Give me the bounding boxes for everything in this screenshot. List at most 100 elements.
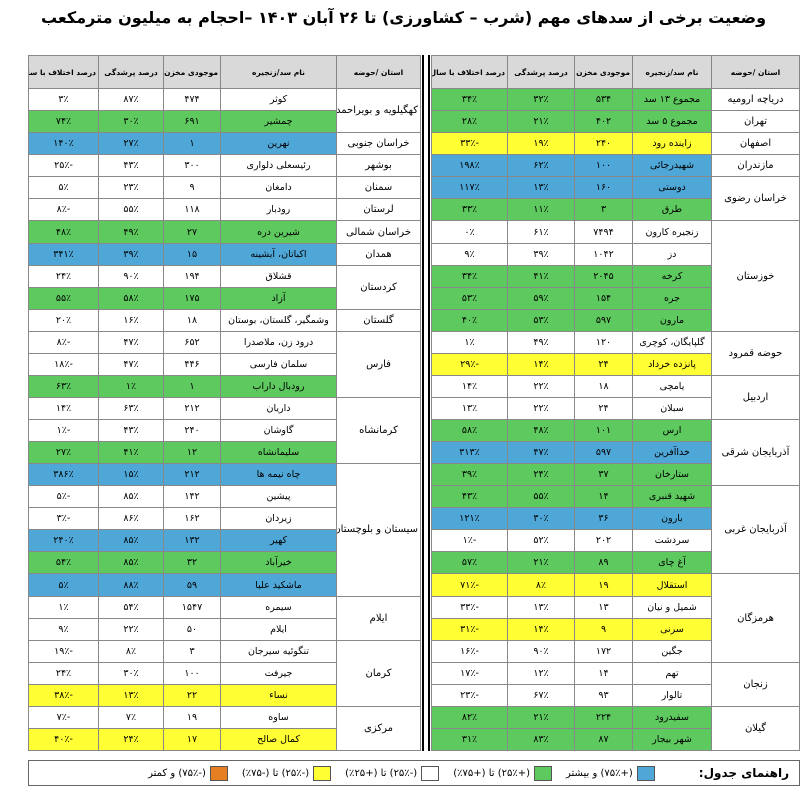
- province-cell: هرمزگان: [711, 573, 800, 663]
- dam-cell: نساء: [220, 683, 337, 707]
- dam-row: سلمان فارسی ۴۴۶ ۴۷٪ -۱۸٪: [28, 352, 421, 376]
- province-cell: سمنان: [336, 176, 421, 200]
- change-cell: ۴۳٪: [431, 485, 508, 509]
- province-cell: بوشهر: [336, 154, 421, 178]
- volume-cell: ۱۴: [574, 485, 633, 509]
- dam-row: گاوشان ۲۴۰ ۴۳٪ -۱٪: [28, 419, 421, 443]
- dam-row: فارس درود زن، ملاصدرا ۶۵۲ ۴۷٪ -۸٪: [28, 330, 421, 398]
- change-cell: -۲۹٪: [431, 352, 508, 376]
- change-cell: ۱۴٪: [28, 396, 99, 421]
- volume-cell: ۲۲: [163, 683, 221, 707]
- fill-cell: ۱۴٪: [507, 352, 575, 376]
- dam-row: سیستان و بلوچستان چاه نیمه ها ۲۱۲ ۱۵٪ ۳۸۶٪: [28, 463, 421, 597]
- volume-cell: ۱۰۰: [163, 661, 221, 685]
- fill-cell: ۳۹٪: [98, 242, 164, 266]
- change-cell: -۷۱٪: [431, 573, 508, 597]
- dam-cell: گاوشان: [220, 419, 337, 443]
- fill-cell: ۵۲٪: [507, 529, 575, 553]
- dam-row: رودبال داراب ۱ ۱٪ ۶۳٪: [28, 374, 421, 398]
- legend-item: (-۲۵٪) تا (+۲۵٪): [345, 765, 440, 781]
- dam-row: حوضه قمرود گلپایگان، کوچری ۱۲۰ ۴۹٪ ۱٪: [431, 330, 800, 376]
- dam-row: آغ چای ۸۹ ۲۱٪ ۵۷٪: [431, 551, 800, 575]
- dam-cell: تنگوئیه سیرجان: [220, 639, 337, 663]
- change-cell: ۱٪: [431, 330, 508, 354]
- column-header: استان /حوضه: [711, 54, 800, 90]
- change-cell: ۱٪: [28, 595, 99, 619]
- legend-swatch: [421, 765, 440, 781]
- volume-cell: ۳: [574, 198, 633, 222]
- dam-cell: زنجیره کارون: [632, 220, 712, 244]
- fill-cell: ۴۸٪: [507, 419, 575, 443]
- change-cell: ۵٪: [28, 176, 99, 200]
- dam-row: کرمانشاه داریان ۲۱۲ ۶۳٪ ۱۴٪: [28, 396, 421, 465]
- change-cell: ۳۱٪: [431, 727, 508, 752]
- volume-cell: ۱۵۴۷: [163, 595, 221, 619]
- volume-cell: ۹: [163, 176, 221, 200]
- volume-cell: ۱۳: [574, 595, 633, 619]
- dam-table: استان /حوضه نام سد/زنجیره موجودی مخزن درصد …: [28, 54, 421, 752]
- fill-cell: ۱۴٪: [507, 617, 575, 641]
- dam-row: آذربایجان غربی شهید قنبری ۱۴ ۵۵٪ ۴۳٪: [431, 485, 800, 575]
- province-cell: لرستان: [336, 198, 421, 222]
- volume-cell: ۱: [163, 374, 221, 398]
- dam-cell: جیرفت: [220, 661, 337, 685]
- dam-row: بوشهر رئیسعلی دلواری ۳۰۰ ۴۳٪ -۲۵٪: [28, 154, 421, 178]
- fill-cell: ۸۶٪: [98, 507, 164, 531]
- change-cell: -۴۰٪: [28, 727, 99, 752]
- province-cell: کرمانشاه: [336, 396, 421, 465]
- province-cell: اردبیل: [711, 374, 800, 421]
- change-cell: ۸۲٪: [431, 705, 508, 729]
- dam-cell: سلیمانشاه: [220, 441, 337, 465]
- dam-cell: سبلان: [632, 396, 712, 421]
- dam-row: خراسان جنوبی نهرین ۱ ۲۷٪ ۱۴۰٪: [28, 132, 421, 156]
- volume-cell: ۱۰۴۲: [574, 242, 633, 266]
- dam-cell: ارس: [632, 419, 712, 443]
- dam-row: سبلان ۲۴ ۲۲٪ ۱۳٪: [431, 396, 800, 421]
- change-cell: -۱۸٪: [28, 352, 99, 376]
- dam-row: کردستان قشلاق ۱۹۴ ۹۰٪ ۲۴٪: [28, 264, 421, 310]
- volume-cell: ۳۲: [163, 551, 221, 575]
- legend-swatch: [209, 765, 228, 781]
- dam-cell: سرنی: [632, 617, 712, 641]
- fill-cell: ۱۳٪: [507, 176, 575, 200]
- dam-cell: کمال صالح: [220, 727, 337, 752]
- dam-cell: زیردان: [220, 507, 337, 531]
- dam-cell: سیمره: [220, 595, 337, 619]
- dam-cell: مجموع ۵ سد: [632, 110, 712, 134]
- volume-cell: ۱۹: [574, 573, 633, 597]
- fill-cell: ۸۸٪: [98, 573, 164, 597]
- dam-row: زیردان ۱۶۲ ۸۶٪ -۳٪: [28, 507, 421, 531]
- dam-cell: داریان: [220, 396, 337, 421]
- dam-row: بارون ۳۶ ۳۰٪ ۱۲۱٪: [431, 507, 800, 531]
- fill-cell: ۲۲٪: [507, 374, 575, 398]
- change-cell: -۱۶٪: [431, 639, 508, 663]
- dam-cell: مجموع ۱۳ سد: [632, 88, 712, 112]
- fill-cell: ۷٪: [98, 705, 164, 729]
- dam-row: ماشکید علیا ۵۹ ۸۸٪ ۵٪: [28, 573, 421, 597]
- dam-cell: دز: [632, 242, 712, 266]
- volume-cell: ۳: [163, 639, 221, 663]
- volume-cell: ۹۳: [574, 683, 633, 707]
- volume-cell: ۲۴۰: [574, 132, 633, 156]
- dam-row: زنجان تهم ۱۴ ۱۲٪ -۱۷٪: [431, 661, 800, 707]
- dam-cell: درود زن، ملاصدرا: [220, 330, 337, 354]
- dam-cell: ستارخان: [632, 463, 712, 487]
- province-cell: اصفهان: [711, 132, 800, 156]
- dam-row: جگین ۱۷۲ ۹۰٪ -۱۶٪: [431, 639, 800, 663]
- province-cell: فارس: [336, 330, 421, 398]
- change-cell: -۳۳٪: [431, 595, 508, 619]
- legend-title: راهنمای جدول:: [698, 766, 789, 780]
- dam-cell: کوثر: [220, 88, 337, 112]
- change-cell: ۳۴٪: [431, 264, 508, 288]
- volume-cell: ۸۷: [574, 727, 633, 752]
- fill-cell: ۵۴٪: [98, 595, 164, 619]
- dam-cell: خداآفرین: [632, 441, 712, 465]
- province-cell: مرکزی: [336, 705, 421, 752]
- dam-row: مازندران شهیدرجائی ۱۰۰ ۶۲٪ ۱۹۸٪: [431, 154, 800, 178]
- column-header: درصد پرشدگی: [507, 54, 575, 90]
- province-cell: خوزستان: [711, 220, 800, 332]
- volume-cell: ۱۴: [574, 661, 633, 685]
- province-cell: ایلام: [336, 595, 421, 641]
- dam-row: هرمزگان استقلال ۱۹ ۸٪ -۷۱٪: [431, 573, 800, 663]
- dam-row: کهگیلویه و بویراحمد کوثر ۴۷۴ ۸۷٪ ۳٪: [28, 88, 421, 134]
